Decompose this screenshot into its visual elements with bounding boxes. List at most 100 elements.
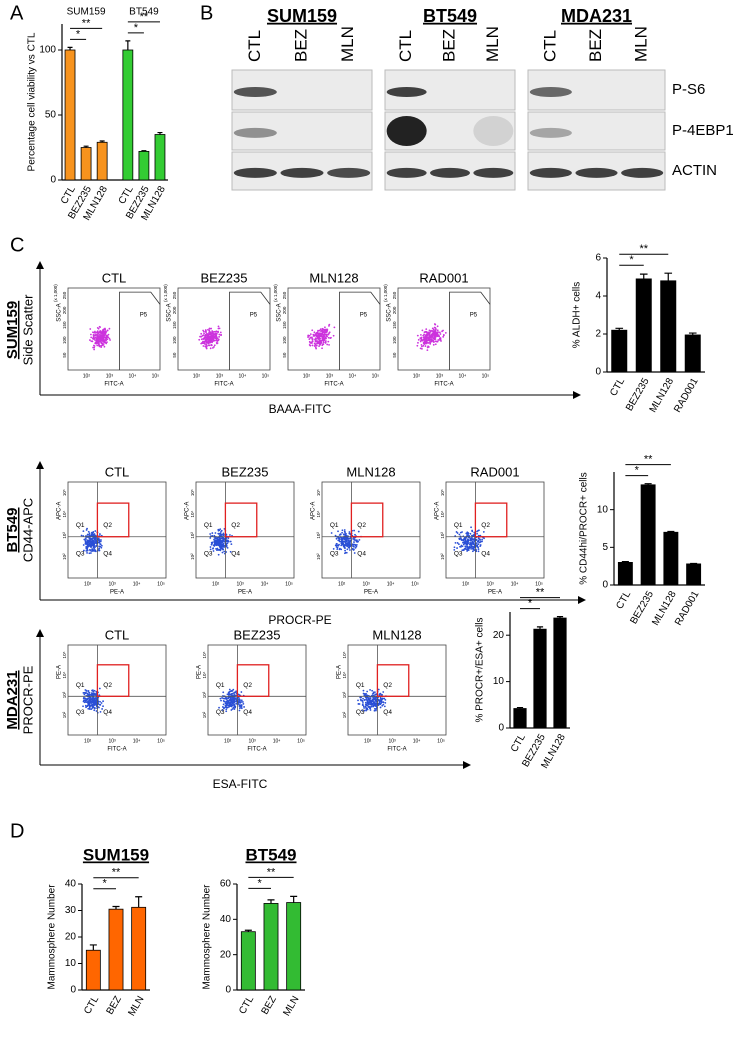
event-dot <box>238 694 241 696</box>
event-dot <box>87 690 90 693</box>
event-dot <box>95 693 98 695</box>
event-dot <box>315 332 318 334</box>
event-dot <box>85 699 88 702</box>
event-dot <box>461 531 463 533</box>
plot-x-tick: 10⁴ <box>349 373 357 379</box>
event-dot <box>345 538 348 541</box>
event-dot <box>432 330 434 332</box>
event-dot <box>335 537 338 540</box>
event-dot <box>102 333 105 336</box>
event-dot <box>453 546 456 549</box>
event-dot <box>439 338 442 341</box>
event-dot <box>91 532 94 535</box>
event-dot <box>378 702 381 704</box>
y-unit: (x 1,000) <box>383 284 388 302</box>
event-dot <box>420 345 423 348</box>
event-dot <box>90 692 93 695</box>
event-dot <box>367 703 370 706</box>
event-dot <box>436 340 439 343</box>
lane-label: CTL <box>396 30 415 62</box>
event-dot <box>366 700 369 703</box>
event-dot <box>471 550 474 553</box>
event-dot <box>94 333 97 336</box>
plot-y-tick: 10⁴ <box>62 671 67 678</box>
event-dot <box>472 538 475 541</box>
plot-y-label: SSC-A <box>387 303 393 321</box>
plot-y-tick: 10⁵ <box>342 651 347 658</box>
event-dot <box>98 549 101 552</box>
plot-x-label: PE-A <box>110 590 124 596</box>
bar <box>635 278 652 373</box>
blot-band <box>280 167 324 178</box>
plot-y-tick: 250 <box>282 291 287 299</box>
event-dot <box>469 539 472 542</box>
bar <box>263 903 279 991</box>
event-dot <box>216 337 219 340</box>
event-dot <box>92 331 95 334</box>
plot-y-tick: 10² <box>202 711 207 718</box>
event-dot <box>344 549 346 552</box>
event-dot <box>91 550 94 552</box>
plot-y-tick: 10⁵ <box>440 489 445 496</box>
event-dot <box>314 334 316 336</box>
event-dot <box>198 338 201 341</box>
gate-label: P5 <box>360 313 368 319</box>
event-dot <box>91 689 93 692</box>
y-axis-label: Mammosphere Number <box>202 884 213 990</box>
event-dot <box>318 329 321 332</box>
x-tick-label: CTL <box>82 994 101 1016</box>
event-dot <box>335 542 338 545</box>
plot-x-tick: 10⁵ <box>535 581 543 587</box>
blot-band <box>529 167 572 178</box>
event-dot <box>370 702 373 705</box>
event-dot <box>213 344 216 347</box>
event-dot <box>220 529 223 532</box>
plot-y-tick: 10⁵ <box>316 489 321 496</box>
event-dot <box>217 540 220 543</box>
event-dot <box>377 688 380 691</box>
event-dot <box>311 340 314 342</box>
event-dot <box>427 337 430 340</box>
event-dot <box>423 333 425 336</box>
event-dot <box>373 698 376 701</box>
event-dot <box>221 537 224 540</box>
event-dot <box>426 339 428 342</box>
error-bar <box>89 944 97 951</box>
event-dot <box>482 531 485 533</box>
event-dot <box>241 701 244 703</box>
plot-x-label: FITC-A <box>104 382 123 388</box>
blot-band <box>473 116 514 146</box>
event-dot <box>208 327 211 330</box>
significance-label: ** <box>140 11 149 23</box>
event-dot <box>222 703 225 706</box>
event-dot <box>308 340 311 343</box>
event-dot <box>86 692 89 695</box>
event-dot <box>454 541 457 544</box>
significance-label: ** <box>112 867 121 879</box>
event-dot <box>431 333 433 336</box>
y-tick-label: 0 <box>498 723 504 734</box>
event-dot <box>88 552 91 555</box>
plot-x-tick: 10⁵ <box>482 373 490 379</box>
event-dot <box>102 705 104 708</box>
event-dot <box>362 702 364 704</box>
plot-x-tick: 10⁴ <box>511 581 519 587</box>
event-dot <box>363 693 366 695</box>
event-dot <box>365 703 368 706</box>
event-dot <box>353 543 355 546</box>
event-dot <box>86 533 89 536</box>
event-dot <box>361 700 364 703</box>
event-dot <box>308 344 311 346</box>
error-bar <box>621 561 629 563</box>
plot-y-tick: 150 <box>282 321 287 329</box>
plot-title: BEZ235 <box>222 464 269 479</box>
event-dot <box>90 552 92 554</box>
blot-band <box>233 167 277 178</box>
event-dot <box>333 326 336 329</box>
y-tick-label: 4 <box>595 291 601 302</box>
bar <box>533 628 547 729</box>
x-tick-label: CTL <box>614 589 633 611</box>
blot-band <box>233 87 277 97</box>
event-dot <box>231 692 234 695</box>
event-dot <box>436 331 439 334</box>
